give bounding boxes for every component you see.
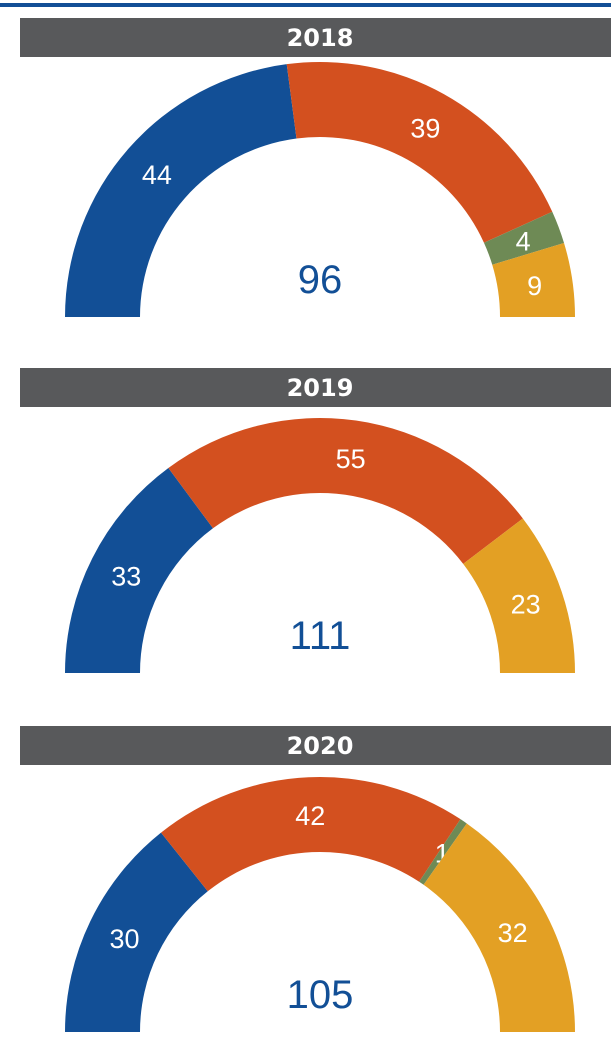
- value-label: 55: [336, 444, 366, 474]
- total-label: 111: [290, 614, 351, 658]
- segment: [423, 823, 575, 1032]
- value-label: 23: [511, 590, 541, 620]
- total-label: 105: [287, 973, 354, 1017]
- year-header: [20, 726, 611, 765]
- segment: [419, 819, 467, 885]
- segment: [492, 242, 575, 317]
- segment: [65, 467, 213, 673]
- segment: [161, 777, 461, 892]
- year-header: [20, 18, 611, 57]
- segment: [463, 518, 575, 673]
- year-title: 2018: [287, 24, 354, 52]
- year-title: 2019: [287, 374, 354, 402]
- segment: [168, 418, 523, 564]
- value-label: 30: [109, 924, 139, 954]
- year-header: [20, 368, 611, 407]
- value-label: 39: [410, 113, 440, 143]
- value-label: 9: [527, 271, 542, 301]
- segment: [65, 64, 297, 318]
- segment: [286, 62, 553, 243]
- total-label: 96: [298, 258, 343, 302]
- value-label: 33: [111, 561, 141, 591]
- year-title: 2020: [287, 732, 354, 760]
- segment: [65, 832, 208, 1032]
- value-label: 32: [498, 918, 528, 948]
- value-label: 44: [142, 160, 172, 190]
- top-rule: [0, 3, 611, 7]
- value-label: 42: [295, 801, 325, 831]
- segment: [483, 211, 565, 265]
- value-label: 4: [516, 227, 531, 257]
